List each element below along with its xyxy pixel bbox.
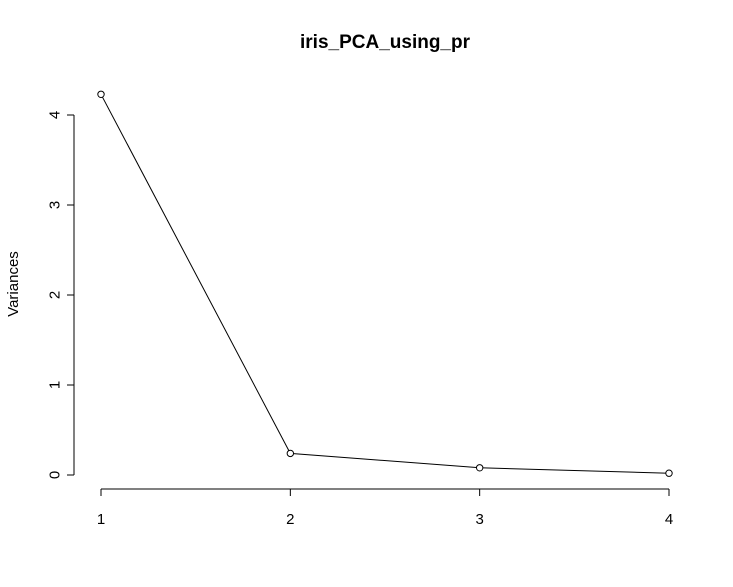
y-tick-label: 0 <box>46 471 63 479</box>
x-tick-label: 1 <box>97 511 105 528</box>
data-point <box>665 469 673 477</box>
y-tick-label: 3 <box>46 201 63 209</box>
data-point <box>286 449 295 458</box>
y-tick-label: 1 <box>46 381 63 389</box>
data-point <box>475 464 484 472</box>
x-tick-label: 4 <box>665 511 673 528</box>
y-axis-ticks: 0 1 2 3 4 <box>46 111 74 479</box>
series-layer <box>97 90 673 477</box>
y-tick-label: 2 <box>46 291 63 299</box>
y-tick-label: 4 <box>46 111 63 119</box>
x-tick-label: 3 <box>475 511 483 528</box>
series-line <box>100 94 670 474</box>
data-point <box>97 90 105 99</box>
chart-title: iris_PCA_using_pr <box>300 32 471 53</box>
x-tick-label: 2 <box>286 511 294 528</box>
x-axis-ticks: 1 2 3 4 <box>97 489 673 528</box>
y-axis-label: Variances <box>5 251 22 317</box>
